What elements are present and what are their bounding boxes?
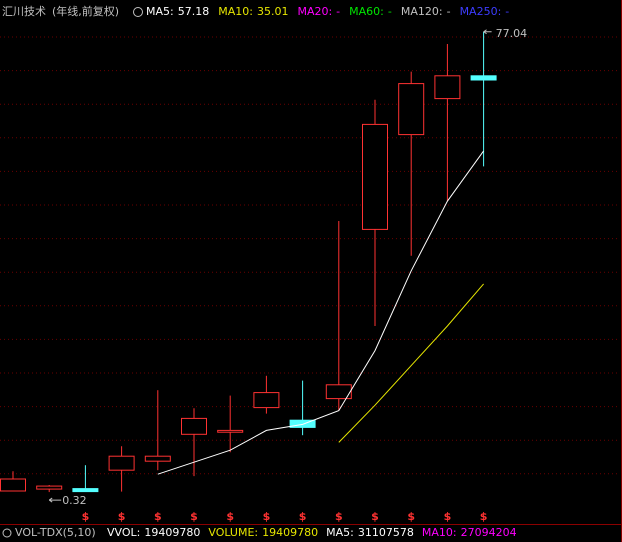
legend-value: 35.01 xyxy=(257,5,289,18)
chart-title: 汇川技术 xyxy=(2,5,46,18)
ma-line xyxy=(338,283,484,443)
candle-body xyxy=(398,83,425,136)
legend-value: 19409780 xyxy=(144,526,200,539)
candle-body xyxy=(470,75,497,81)
candle-body xyxy=(36,485,63,490)
volume-title: VOL-TDX(5,10) xyxy=(15,526,96,539)
legend-value: - xyxy=(388,5,392,18)
plot: 77.04 0.32 $ $ $ $ $ $ $ $ $ $ $ $ xyxy=(0,27,527,523)
legend-label: MA5: xyxy=(146,5,174,18)
event-marker: $ xyxy=(263,510,271,523)
high-label: 77.04 xyxy=(496,27,527,40)
legend-label: VVOL: xyxy=(107,526,140,539)
event-marker: $ xyxy=(335,510,343,523)
legend-value: 57.18 xyxy=(178,5,210,18)
legend-label: MA5: xyxy=(326,526,354,539)
event-marker: $ xyxy=(190,510,198,523)
legend-value: - xyxy=(336,5,340,18)
event-marker: $ xyxy=(154,510,162,523)
candle-body xyxy=(108,455,135,471)
candle-body xyxy=(0,478,26,492)
candle-body xyxy=(362,123,388,230)
low-label: 0.32 xyxy=(62,494,86,507)
candle-body xyxy=(217,429,244,433)
grid xyxy=(0,36,620,475)
event-marker: $ xyxy=(444,510,452,523)
legend-value: 31107578 xyxy=(358,526,414,539)
event-marker: $ xyxy=(480,510,488,523)
legend-label: MA250: xyxy=(460,5,502,18)
candle-body xyxy=(72,488,99,493)
settings-icon[interactable] xyxy=(133,7,143,17)
event-marker: $ xyxy=(407,510,415,523)
candle-body xyxy=(181,417,207,435)
legend-label: MA10: xyxy=(218,5,253,18)
settings-icon[interactable] xyxy=(2,528,12,538)
annotation-arrow xyxy=(483,29,492,35)
annotation-arrow xyxy=(48,497,62,503)
event-marker: $ xyxy=(118,510,126,523)
candle-body xyxy=(434,75,461,100)
legend-value: - xyxy=(505,5,509,18)
candle-body xyxy=(253,392,280,409)
candle-body xyxy=(325,384,352,400)
candle-body xyxy=(289,419,316,428)
legend-value: 19409780 xyxy=(262,526,318,539)
event-marker: $ xyxy=(226,510,234,523)
legend-label: MA20: xyxy=(297,5,332,18)
legend-label: VOLUME: xyxy=(208,526,258,539)
legend-label: MA10: xyxy=(422,526,457,539)
ma-line xyxy=(157,150,485,475)
footer: VOL-TDX(5,10) VVOL: 19409780 VOLUME: 194097… xyxy=(2,526,517,539)
event-marker: $ xyxy=(299,510,307,523)
legend-value: 27094204 xyxy=(461,526,517,539)
header: 汇川技术 (年线,前复权) MA5: 57.18 MA10: 35.01 MA20: - M… xyxy=(2,4,509,18)
chart-subtitle: (年线,前复权) xyxy=(52,4,119,18)
legend-value: - xyxy=(447,5,451,18)
legend-label: MA60: xyxy=(349,5,384,18)
event-marker: $ xyxy=(82,510,90,523)
legend-label: MA120: xyxy=(401,5,443,18)
candle-body xyxy=(144,455,171,462)
event-marker: $ xyxy=(371,510,379,523)
